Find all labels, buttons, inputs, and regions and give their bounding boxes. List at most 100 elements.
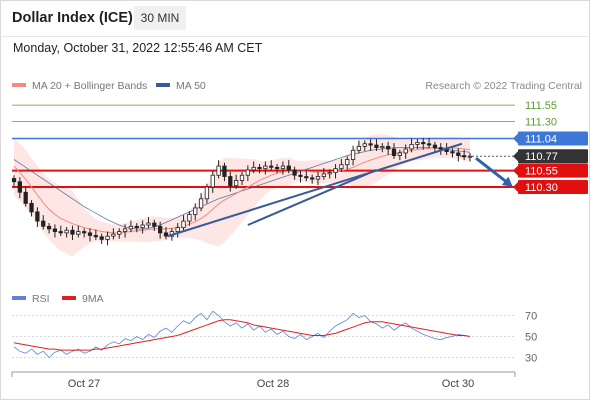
candle-body: [64, 229, 69, 234]
candle-body: [134, 225, 139, 229]
x-tick-label-0: Oct 27: [68, 378, 100, 390]
rsi-line: [13, 310, 471, 359]
candle-body: [216, 165, 221, 176]
candle-body: [403, 148, 408, 154]
candle-body: [70, 229, 75, 235]
ma50-label: MA 50: [176, 80, 206, 92]
level-label-110-55: 110.55: [525, 166, 558, 178]
candle-body: [146, 222, 151, 226]
candle-body: [409, 144, 414, 150]
candle-body: [274, 166, 280, 170]
candle-body: [339, 164, 344, 170]
candle-body: [269, 165, 274, 168]
candle-body: [350, 149, 356, 160]
x-tick-label-1: Oct 28: [257, 378, 289, 390]
candle-body: [228, 176, 233, 187]
candle-body: [438, 147, 443, 150]
candle-body: [128, 225, 134, 230]
bollinger-band-area: [14, 134, 470, 257]
rsi-label: RSI: [32, 293, 50, 305]
candle-body: [29, 202, 34, 213]
research-credit: Research © 2022 Trading Central: [425, 80, 582, 92]
candle-body: [193, 207, 198, 215]
rsi-tick-label-70: 70: [525, 311, 537, 323]
level-label-110-77: 110.77: [525, 151, 558, 163]
candle-body: [298, 174, 303, 177]
rsi-ma9-line: [13, 319, 471, 351]
ma9-label: 9MA: [82, 293, 104, 305]
candle-body: [333, 168, 338, 173]
candle-body: [397, 152, 402, 156]
rsi-tick-label-30: 30: [525, 353, 537, 365]
timeframe-badge[interactable]: 30 MIN: [134, 6, 186, 30]
candle-body: [462, 155, 467, 158]
candle-body: [111, 233, 116, 237]
candle-body: [181, 220, 186, 229]
candle-body: [52, 228, 58, 232]
level-box-110-77: [518, 149, 588, 164]
candle-body: [122, 228, 128, 232]
candle-body: [380, 145, 385, 149]
level-label-111-04: 111.04: [525, 134, 557, 146]
candle-body: [46, 225, 52, 230]
level-box-110-55: [518, 163, 588, 178]
candle-body: [321, 173, 326, 177]
candle-body: [415, 142, 420, 145]
level-pointer-110-55: [513, 164, 519, 177]
candle-body: [450, 151, 455, 154]
legend-ma50: MA 50: [156, 80, 206, 92]
candle-body: [432, 144, 438, 149]
candle-body: [368, 143, 373, 146]
candle-body: [58, 231, 63, 234]
candle-body: [175, 227, 180, 232]
candle-body: [93, 235, 98, 238]
candle-body: [362, 143, 367, 147]
level-box-111-04: [518, 131, 588, 146]
x-tick-label-2: Oct 30: [442, 378, 474, 390]
chart-header: Dollar Index (ICE) 30 MIN: [0, 0, 590, 37]
candle-body: [345, 159, 350, 166]
level-pointer-110-77: [513, 150, 519, 163]
candle-body: [421, 142, 426, 145]
candle-body: [117, 231, 122, 235]
ma20-label: MA 20 + Bollinger Bands: [32, 80, 148, 92]
candle-body: [292, 169, 297, 176]
candle-body: [23, 191, 28, 204]
candle-body: [327, 172, 332, 175]
level-label-111-55: 111.55: [525, 100, 557, 112]
rsi-swatch: [12, 296, 26, 301]
candle-body: [152, 222, 157, 227]
trendline-secondary: [247, 169, 377, 226]
instrument-title: Dollar Index (ICE): [12, 10, 133, 26]
level-box-110-30: [518, 180, 588, 194]
candle-body: [11, 178, 17, 183]
candle-body: [222, 165, 227, 177]
candle-body: [158, 225, 163, 234]
level-label-110-30: 110.30: [525, 182, 558, 194]
candle-body: [286, 165, 291, 171]
candle-body: [245, 169, 250, 176]
candle-body: [374, 144, 379, 149]
forecast-arrow-shaft: [475, 156, 509, 185]
level-pointer-111-04: [513, 132, 519, 145]
candle-body: [304, 176, 309, 179]
candle-body: [17, 181, 22, 193]
level-pointer-110-30: [513, 181, 519, 193]
candle-body: [76, 231, 81, 235]
candle-body: [467, 155, 473, 158]
candle-body: [82, 231, 87, 234]
ma50-swatch: [156, 83, 170, 88]
candle-body: [204, 186, 210, 200]
candle-body: [239, 174, 245, 181]
ma9-swatch: [62, 296, 76, 301]
candle-body: [356, 145, 362, 151]
candle-body: [140, 224, 145, 229]
candle-body: [251, 166, 256, 171]
candle-body: [35, 211, 40, 222]
candle-body: [315, 176, 321, 180]
candle-body: [105, 235, 110, 240]
candle-body: [234, 180, 239, 187]
candle-body: [386, 145, 391, 150]
legend-rsi: RSI: [12, 293, 50, 305]
